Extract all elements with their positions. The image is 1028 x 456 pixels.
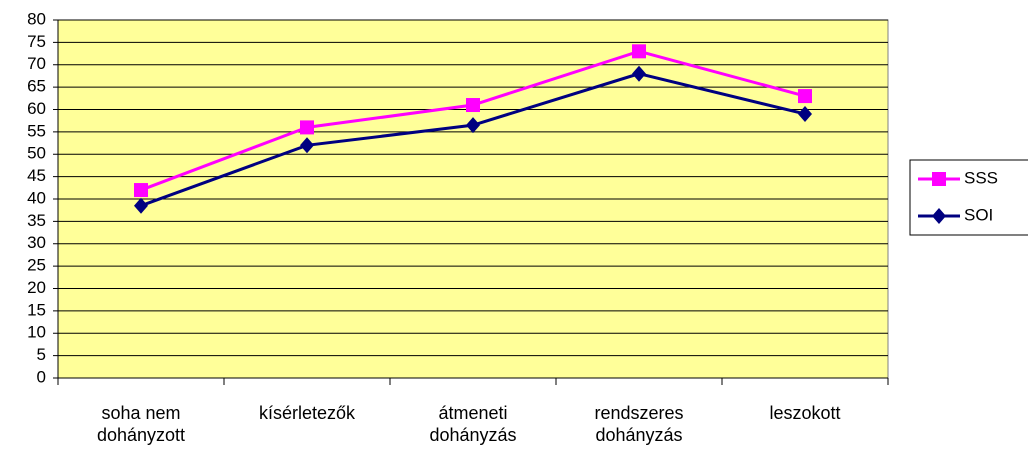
legend-marker [932, 172, 946, 186]
legend-label: SOI [964, 205, 993, 224]
data-point [134, 183, 148, 198]
legend-box [909, 159, 1028, 236]
y-tick-label: 80 [27, 9, 46, 28]
legend-label: SSS [964, 168, 998, 187]
y-tick-label: 0 [37, 367, 46, 386]
y-tick-label: 10 [27, 323, 46, 342]
data-point [798, 89, 812, 104]
data-point [300, 120, 314, 135]
y-tick-label: 15 [27, 300, 46, 319]
x-tick-label: átmeneti dohányzás [429, 403, 517, 445]
data-point [798, 105, 812, 122]
data-point [300, 137, 314, 154]
y-tick-label: 20 [27, 278, 46, 297]
y-tick-label: 60 [27, 99, 46, 118]
x-tick-label: rendszeres dohányzás [594, 403, 684, 445]
x-tick-label: kísérletezők [258, 403, 356, 423]
data-point [632, 44, 646, 59]
y-tick-label: 25 [27, 256, 46, 275]
y-tick-label: 45 [27, 166, 46, 185]
x-tick-label: leszokott [769, 403, 841, 423]
data-point [466, 117, 480, 134]
y-tick-label: 50 [27, 144, 46, 163]
y-tick-label: 55 [27, 121, 46, 140]
legend-marker [932, 208, 946, 224]
y-tick-label: 40 [27, 188, 46, 207]
data-point [632, 65, 646, 82]
y-tick-label: 75 [27, 32, 46, 51]
y-tick-label: 30 [27, 233, 46, 252]
data-point [466, 98, 480, 113]
y-tick-label: 70 [27, 54, 46, 73]
x-tick-label: soha nem dohányzott [96, 403, 186, 445]
y-tick-label: 65 [27, 77, 46, 96]
y-tick-label: 5 [37, 345, 46, 364]
y-tick-label: 35 [27, 211, 46, 230]
data-point [134, 197, 148, 214]
